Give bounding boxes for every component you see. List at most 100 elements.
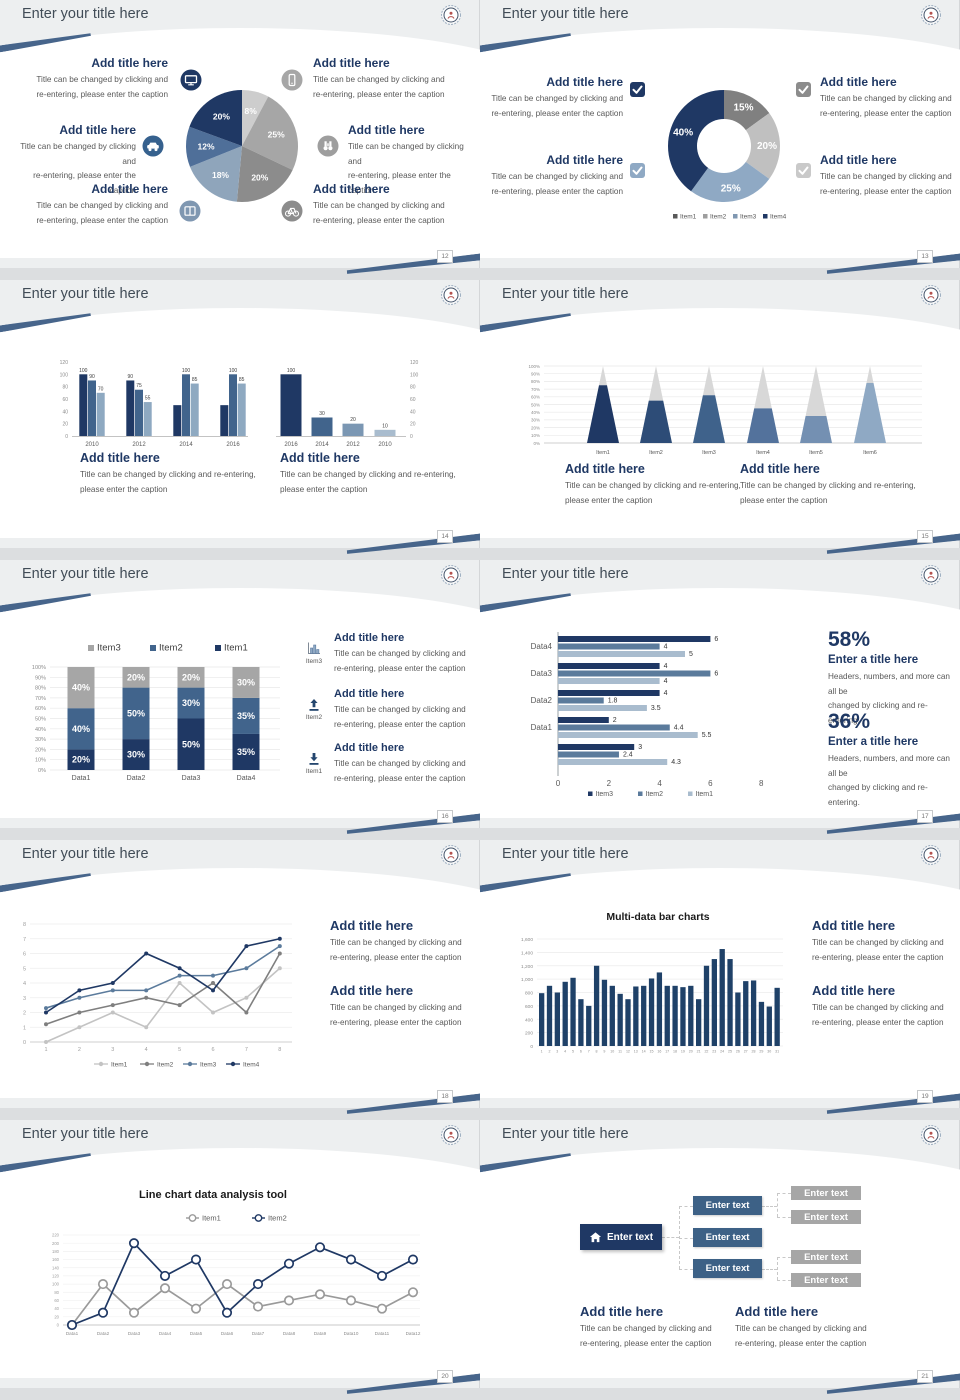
- block-caption: Title can be changed by clicking and: [491, 94, 623, 103]
- text-block: Add title here Title can be changed by cl…: [334, 742, 474, 786]
- block-caption: re-entering, please enter the caption: [580, 1338, 712, 1348]
- svg-text:Item1: Item1: [596, 450, 610, 456]
- block-caption: re-entering, please enter the caption: [348, 171, 451, 195]
- slide-title: Enter your title here: [22, 566, 149, 582]
- svg-text:Data3: Data3: [128, 1331, 141, 1336]
- slide-page-13: Enter your title here 15% 20% 25% 40% Item1 It…: [480, 0, 960, 280]
- slide-content: 15% 20% 25% 40% Item1 Item2 Item3 Item4 Add titl…: [480, 30, 960, 258]
- svg-text:140: 140: [52, 1265, 60, 1270]
- slide-header: Enter your title here: [480, 560, 960, 590]
- svg-text:4: 4: [664, 690, 668, 697]
- chart-canvas: 15% 20% 25% 40% Item1 Item2 Item3 Item4: [630, 82, 811, 221]
- svg-text:10: 10: [382, 423, 388, 429]
- bicycle-icon: [281, 200, 303, 222]
- svg-text:Data3: Data3: [531, 669, 553, 678]
- svg-text:Data9: Data9: [314, 1331, 327, 1336]
- svg-text:120: 120: [410, 360, 419, 366]
- svg-text:6: 6: [714, 636, 718, 643]
- block-title: Add title here: [59, 123, 136, 137]
- svg-text:40%: 40%: [72, 724, 90, 734]
- slide-title: Enter your title here: [502, 1126, 629, 1142]
- svg-text:0: 0: [410, 434, 413, 440]
- svg-text:30%: 30%: [531, 418, 540, 423]
- svg-text:Data10: Data10: [344, 1331, 359, 1336]
- svg-text:100%: 100%: [32, 665, 46, 671]
- svg-text:29: 29: [759, 1050, 763, 1054]
- svg-text:12: 12: [626, 1050, 630, 1054]
- block-caption: Title can be changed by clicking and: [334, 649, 466, 658]
- slide-content: Line chart data analysis tool Item1 Item2 0…: [0, 1150, 480, 1378]
- tree-connector: [762, 1268, 777, 1270]
- svg-text:20: 20: [54, 1314, 59, 1319]
- svg-text:12%: 12%: [197, 142, 214, 152]
- svg-text:100: 100: [52, 1282, 60, 1287]
- svg-text:4: 4: [657, 779, 662, 788]
- tree-root-box: Enter text: [580, 1224, 662, 1250]
- text-block: Add title here Title can be changed by cl…: [330, 918, 478, 965]
- slide-content: Multi-data bar charts 0 200 400 600 800 1,000 1…: [480, 870, 960, 1098]
- svg-text:600: 600: [525, 1004, 533, 1010]
- svg-text:Item4: Item4: [770, 214, 787, 221]
- chart-canvas: 0204060801001202010100907020129075552014…: [60, 360, 419, 448]
- tree-connector: [679, 1205, 693, 1207]
- download-icon: [309, 753, 319, 765]
- svg-text:40%: 40%: [673, 128, 693, 139]
- block-caption: re-entering, please enter the caption: [334, 663, 466, 673]
- svg-text:7: 7: [23, 937, 26, 943]
- svg-text:70: 70: [98, 386, 104, 392]
- slide-title: Enter your title here: [502, 566, 629, 582]
- chart-canvas: 0 1 2 3 4 5 6 7 8 1 2 3 4 5 6 7 8 Item1 Item2 Item3 Item4: [23, 922, 292, 1068]
- tree-leaf-box: Enter text: [791, 1250, 861, 1264]
- svg-text:Data4: Data4: [159, 1331, 172, 1336]
- svg-text:23: 23: [712, 1050, 716, 1054]
- school-logo-icon: [921, 565, 941, 585]
- home-icon: [589, 1231, 602, 1242]
- svg-text:Data7: Data7: [252, 1331, 265, 1336]
- tree-root-label: Enter text: [606, 1231, 654, 1243]
- svg-text:85: 85: [192, 377, 198, 383]
- block-caption: re-entering, please enter the caption: [36, 215, 168, 225]
- svg-text:21: 21: [697, 1050, 701, 1054]
- page-number: 16: [437, 810, 453, 823]
- svg-text:20%: 20%: [182, 672, 200, 682]
- svg-text:100: 100: [410, 372, 419, 378]
- block-title: Add title here: [91, 182, 168, 196]
- stat-value: 58%: [828, 628, 871, 651]
- slide-page-15: Enter your title here 0% 10% 20% 30% 40% 50% 60…: [480, 280, 960, 560]
- svg-text:20%: 20%: [251, 172, 268, 182]
- slide-header: Enter your title here: [0, 280, 480, 310]
- svg-text:Data1: Data1: [531, 723, 553, 732]
- text-block: Add title here Title can be changed by cl…: [280, 451, 465, 497]
- svg-text:Item1: Item1: [111, 1061, 128, 1068]
- block-caption: Title can be changed by clicking and: [330, 1003, 462, 1012]
- svg-text:90: 90: [128, 374, 134, 380]
- block-caption: re-entering, please enter the caption: [820, 186, 952, 196]
- page-number: 19: [917, 1090, 933, 1103]
- svg-text:0: 0: [65, 434, 68, 440]
- tree-connector: [679, 1268, 693, 1270]
- school-logo-icon: [441, 565, 461, 585]
- svg-text:20: 20: [350, 417, 356, 423]
- school-logo-icon: [441, 5, 461, 25]
- svg-text:20%: 20%: [72, 755, 90, 765]
- svg-text:0: 0: [530, 1044, 533, 1050]
- slide-content: 0% 10% 20% 30% 40% 50% 60% 70% 80% 90% 100% Item1 It…: [480, 310, 960, 538]
- block-caption: re-entering, please enter the caption: [334, 773, 466, 783]
- svg-text:80%: 80%: [531, 379, 540, 384]
- svg-text:Item2: Item2: [646, 791, 664, 798]
- page-number: 20: [437, 1370, 453, 1383]
- svg-text:25%: 25%: [268, 130, 285, 140]
- slide-content: 0 1 2 3 4 5 6 7 8 1 2 3 4 5 6 7 8 Item1 Item2 Item3 Item4 Add…: [0, 870, 480, 1098]
- svg-text:60: 60: [410, 397, 416, 403]
- block-title: Add title here: [546, 75, 623, 89]
- svg-text:200: 200: [52, 1241, 60, 1246]
- block-title: Add title here: [330, 918, 414, 933]
- tree-connector: [777, 1257, 778, 1280]
- stat-value: 36%: [828, 710, 871, 733]
- text-block: Add title here Title can be changed by cl…: [330, 983, 478, 1030]
- block-title: Add title here: [812, 918, 896, 933]
- block-title: Add title here: [348, 123, 425, 137]
- svg-text:8: 8: [23, 922, 26, 928]
- slide-header: Enter your title here: [480, 280, 960, 310]
- svg-text:2014: 2014: [179, 442, 193, 448]
